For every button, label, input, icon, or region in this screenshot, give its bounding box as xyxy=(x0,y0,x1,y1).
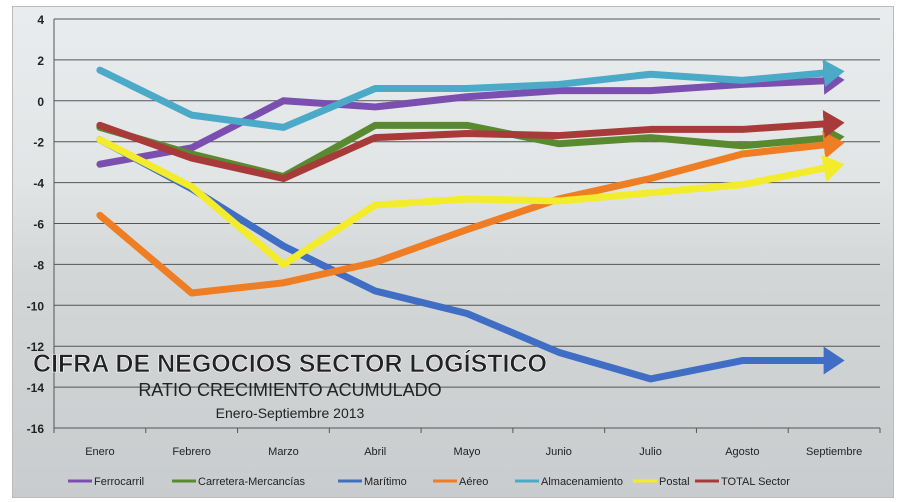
gridlines xyxy=(54,18,880,429)
legend-label: TOTAL Sector xyxy=(721,476,790,488)
y-tick-label: -6 xyxy=(33,218,44,232)
legend-item: Postal xyxy=(633,476,690,488)
legend: Ferrocarril Carretera-Mercancías Marítimo A… xyxy=(68,476,790,488)
legend-label: Almacenamiento xyxy=(541,476,623,488)
legend-label: Carretera-Mercancías xyxy=(198,476,305,488)
chart-subtitle: RATIO CRECIMIENTO ACUMULADO xyxy=(138,380,441,400)
legend-item: Ferrocarril xyxy=(68,476,144,488)
legend-item: Carretera-Mercancías xyxy=(172,476,305,488)
series-line-total-sector xyxy=(96,110,845,183)
y-tick-label: -4 xyxy=(33,177,44,191)
y-tick-label: -12 xyxy=(27,340,45,354)
y-tick-label: -2 xyxy=(33,136,44,150)
chart-title-block: CIFRA DE NEGOCIOS SECTOR LOGÍSTICO RATIO… xyxy=(33,349,548,421)
legend-label: Ferrocarril xyxy=(94,476,144,488)
series-line-a-reo xyxy=(96,130,845,297)
x-tick-label: Agosto xyxy=(725,446,759,458)
x-tick-label: Marzo xyxy=(268,446,299,458)
y-tick-label: -14 xyxy=(27,381,45,395)
x-axis: Enero Febrero Marzo Abril Mayo Junio Julio Agos… xyxy=(53,428,881,458)
legend-label: Marítimo xyxy=(364,476,407,488)
x-tick-label: Enero xyxy=(85,446,114,458)
series-line-mar-timo xyxy=(96,136,845,383)
y-tick-label: 0 xyxy=(37,95,44,109)
y-tick-label: -10 xyxy=(27,299,45,313)
x-tick-label: Junio xyxy=(546,446,572,458)
series-lines xyxy=(96,59,845,383)
y-axis: 4 2 0 -2 -4 -6 -8 -10 -12 -14 -16 xyxy=(27,13,55,436)
series-line-ferrocarril xyxy=(96,66,845,168)
chart-period: Enero-Septiembre 2013 xyxy=(216,405,365,421)
x-tick-label: Mayo xyxy=(454,446,481,458)
legend-label: Postal xyxy=(659,476,690,488)
y-tick-label: -8 xyxy=(33,258,44,272)
x-tick-label: Julio xyxy=(639,446,662,458)
x-tick-label: Septiembre xyxy=(806,446,862,458)
y-tick-label: 2 xyxy=(37,54,44,68)
y-tick-label: -16 xyxy=(27,422,45,436)
series-line-postal xyxy=(96,136,845,268)
x-tick-label: Febrero xyxy=(172,446,211,458)
y-tick-label: 4 xyxy=(37,13,44,27)
legend-item: Almacenamiento xyxy=(515,476,623,488)
legend-item: Marítimo xyxy=(338,476,407,488)
legend-item: Aéreo xyxy=(433,476,488,488)
legend-item: TOTAL Sector xyxy=(695,476,790,488)
series-line-almacenamiento xyxy=(96,59,845,131)
chart-title: CIFRA DE NEGOCIOS SECTOR LOGÍSTICO xyxy=(33,349,547,378)
legend-label: Aéreo xyxy=(459,476,488,488)
x-tick-label: Abril xyxy=(364,446,386,458)
